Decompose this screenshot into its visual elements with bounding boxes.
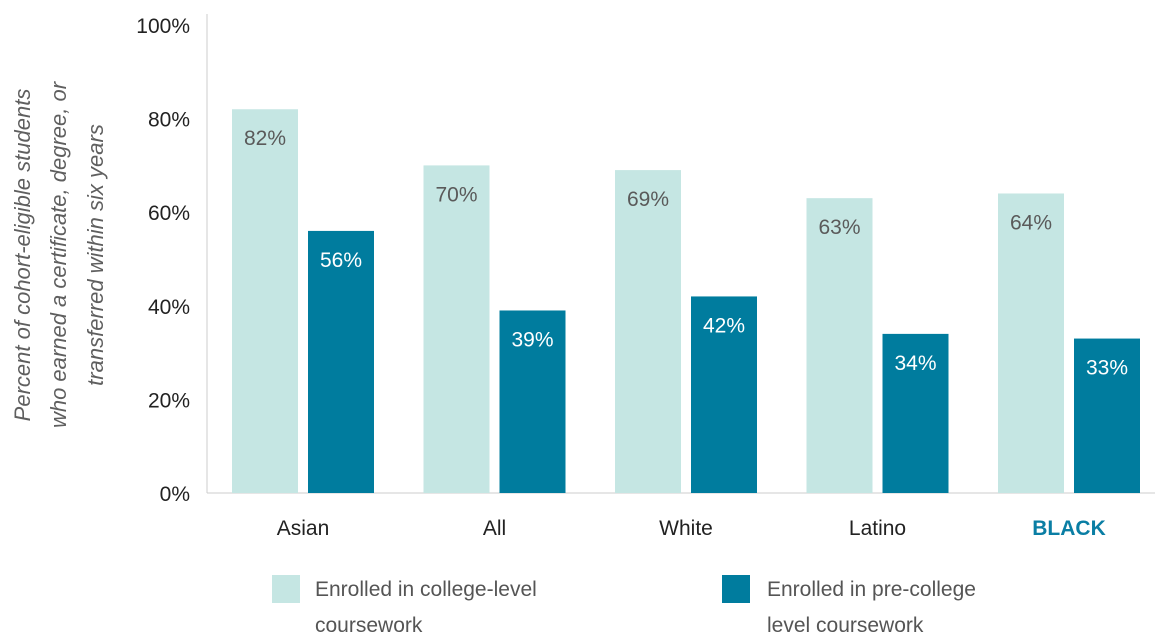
bar-pre-college-all bbox=[499, 310, 566, 493]
bar-value-label: 56% bbox=[320, 249, 362, 272]
y-axis-title: Percent of cohort-eligible students who e… bbox=[10, 80, 108, 428]
x-axis-categories: Asian All White Latino BLACK bbox=[277, 517, 1106, 540]
y-tick-label: 60% bbox=[148, 202, 190, 225]
bar-college-level-latino bbox=[806, 198, 873, 493]
legend-label-line: Enrolled in college-level bbox=[315, 578, 537, 601]
bar-college-level-white bbox=[615, 170, 681, 493]
bar-value-label: 82% bbox=[244, 127, 286, 150]
bar-value-label: 34% bbox=[894, 352, 936, 375]
bar-college-level-asian bbox=[232, 109, 298, 494]
y-tick-label: 100% bbox=[136, 15, 190, 38]
x-category-label: BLACK bbox=[1032, 517, 1106, 540]
x-category-label: White bbox=[659, 517, 713, 540]
y-tick-label: 40% bbox=[148, 296, 190, 319]
y-tick-label: 80% bbox=[148, 109, 190, 132]
bar-pre-college-asian bbox=[308, 230, 374, 494]
legend: Enrolled in college-level coursework Enrol… bbox=[272, 575, 976, 637]
bar-college-level-all bbox=[423, 165, 490, 493]
bar-value-label: 42% bbox=[703, 314, 745, 337]
x-category-label: Asian bbox=[277, 517, 330, 540]
y-axis-title-line: Percent of cohort-eligible students bbox=[10, 89, 35, 422]
x-category-label: All bbox=[483, 517, 506, 540]
bar-pre-college-white bbox=[691, 296, 757, 493]
y-axis-ticks: 0% 20% 40% 60% 80% 100% bbox=[136, 15, 190, 506]
bar-value-label: 64% bbox=[1010, 211, 1052, 234]
y-tick-label: 20% bbox=[148, 389, 190, 412]
y-axis-title-line: transferred within six years bbox=[83, 124, 108, 386]
bar-pre-college-black bbox=[1074, 338, 1140, 493]
legend-label-line: coursework bbox=[315, 614, 423, 637]
legend-swatch bbox=[722, 575, 750, 603]
bar-pre-college-latino bbox=[882, 333, 949, 493]
y-tick-label: 0% bbox=[160, 483, 190, 506]
bar-value-label: 33% bbox=[1086, 357, 1128, 380]
bar-value-label: 39% bbox=[511, 328, 553, 351]
bars: 82% 56% 70% 39% 69% 42% 63% 34% 64% 33% bbox=[232, 109, 1140, 494]
legend-label-line: level coursework bbox=[767, 614, 924, 637]
legend-label-line: Enrolled in pre-college bbox=[767, 578, 976, 601]
bar-value-label: 69% bbox=[627, 188, 669, 211]
legend-swatch bbox=[272, 575, 300, 603]
y-axis-title-line: who earned a certificate, degree, or bbox=[46, 80, 71, 428]
bar-value-label: 70% bbox=[435, 183, 477, 206]
bar-value-label: 63% bbox=[818, 216, 860, 239]
x-category-label: Latino bbox=[849, 517, 906, 540]
bar-college-level-black bbox=[998, 193, 1064, 494]
